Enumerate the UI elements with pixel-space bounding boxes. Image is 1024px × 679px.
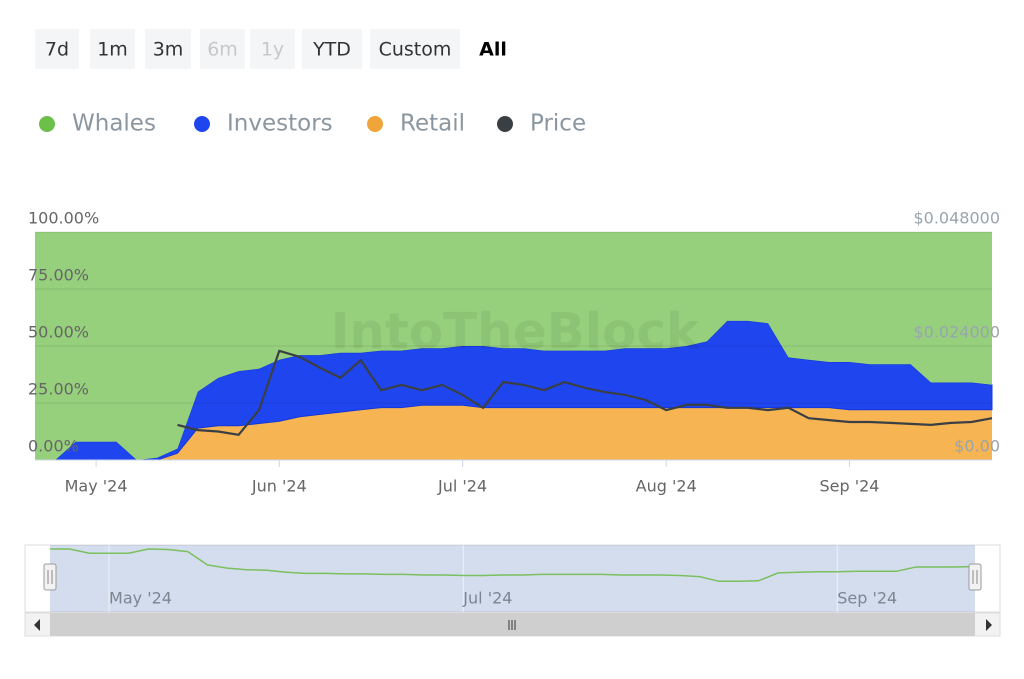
- legend-label[interactable]: Whales: [72, 111, 156, 137]
- range-button-label[interactable]: 1y: [261, 39, 284, 61]
- navigator-line: [50, 548, 976, 583]
- x-tick-label: Jun '24: [251, 477, 307, 496]
- range-button[interactable]: [370, 29, 460, 69]
- y-tick-label: 75.00%: [28, 266, 89, 285]
- navigator-label: Jul '24: [462, 589, 512, 608]
- x-tick-label: Jul '24: [437, 477, 487, 496]
- legend-marker[interactable]: [367, 116, 383, 132]
- range-button[interactable]: [200, 29, 245, 69]
- range-button[interactable]: [250, 29, 295, 69]
- y2-tick-label: $0.048000: [913, 209, 1000, 228]
- legend-label[interactable]: Retail: [400, 111, 465, 137]
- navigator-label: May '24: [109, 589, 172, 608]
- x-tick-label: May '24: [65, 477, 128, 496]
- x-tick-label: Sep '24: [819, 477, 879, 496]
- range-button-label[interactable]: 1m: [97, 39, 128, 61]
- y-tick-label: 0.00%: [28, 437, 79, 456]
- y2-tick-label: $0.024000: [913, 323, 1000, 342]
- area: [35, 405, 992, 460]
- legend-label[interactable]: Price: [530, 111, 586, 137]
- legend-marker[interactable]: [39, 116, 55, 132]
- navigator-range: [50, 545, 975, 612]
- x-tick-label: Aug '24: [636, 477, 697, 496]
- range-button-label[interactable]: 7d: [45, 39, 69, 61]
- y-tick-label: 100.00%: [28, 209, 99, 228]
- price-line: [177, 349, 993, 436]
- legend-marker[interactable]: [497, 116, 513, 132]
- y2-tick-label: $0.00: [954, 437, 1000, 456]
- range-button-label[interactable]: 6m: [207, 39, 238, 61]
- navigator-label: Sep '24: [837, 589, 897, 608]
- scroll-arrow-left[interactable]: [34, 619, 40, 631]
- y-tick-label: 50.00%: [28, 323, 89, 342]
- range-button-label[interactable]: Custom: [379, 39, 452, 61]
- scroll-arrow-right[interactable]: [986, 619, 992, 631]
- area: [35, 232, 992, 460]
- y-tick-label: 25.00%: [28, 380, 89, 399]
- navigator-handle[interactable]: [968, 563, 982, 591]
- range-button-label[interactable]: All: [479, 39, 507, 61]
- range-button[interactable]: [302, 29, 362, 69]
- range-button-label[interactable]: 3m: [153, 39, 184, 61]
- navigator-handle[interactable]: [43, 563, 57, 591]
- legend-label[interactable]: Investors: [227, 111, 333, 137]
- range-button-label[interactable]: YTD: [312, 39, 351, 61]
- range-button[interactable]: [90, 29, 135, 69]
- legend-marker[interactable]: [194, 116, 210, 132]
- range-button[interactable]: [35, 29, 79, 69]
- range-button[interactable]: [145, 29, 191, 69]
- watermark: IntoTheBlock: [331, 303, 701, 361]
